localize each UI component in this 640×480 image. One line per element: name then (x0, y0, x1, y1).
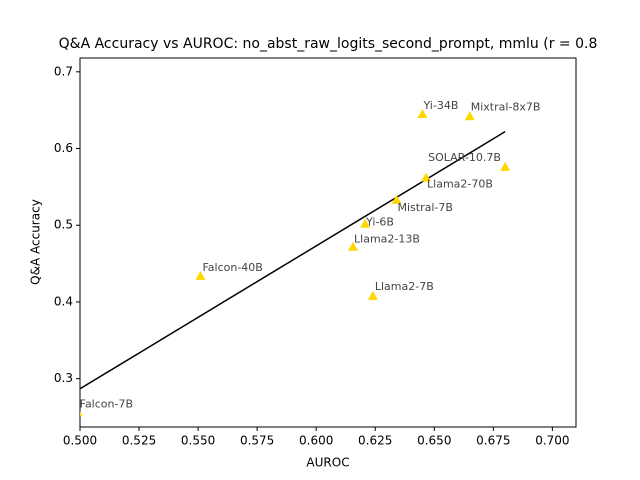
point (80, 411, 83, 417)
x-axis-label: AUROC (306, 456, 349, 470)
x-tick-label: 0.500 (63, 434, 97, 448)
point-label: Mixtral-8x7B (471, 100, 541, 113)
y-tick-label: 0.6 (54, 141, 73, 155)
x-tick-label: 0.525 (122, 434, 156, 448)
y-tick-label: 0.5 (54, 218, 73, 232)
point-label: Yi-34B (422, 99, 458, 112)
point (500, 161, 511, 171)
point-label: Mistral-7B (397, 201, 452, 214)
x-tick-label: 0.700 (535, 434, 569, 448)
point (367, 290, 378, 300)
y-tick-label: 0.3 (54, 371, 73, 385)
x-tick-label: 0.675 (476, 434, 510, 448)
y-tick-label: 0.7 (54, 64, 73, 78)
x-tick-label: 0.650 (417, 434, 451, 448)
point (464, 111, 475, 121)
point (360, 218, 371, 228)
point (348, 241, 359, 251)
point-label: Llama2-13B (354, 233, 420, 246)
point (417, 109, 428, 119)
point (195, 270, 206, 280)
fit-line (80, 131, 506, 390)
point-label: Llama2-70B (427, 178, 493, 191)
plot-frame (79, 57, 577, 428)
point-label: Llama2-7B (375, 280, 434, 293)
point-label: Falcon-40B (202, 261, 262, 274)
x-tick-label: 0.600 (299, 434, 333, 448)
y-tick-label: 0.4 (54, 294, 73, 308)
point-label: SOLAR-10.7B (428, 151, 501, 164)
point-label: Yi-6B (365, 216, 394, 229)
y-axis-label: Q&A Accuracy (29, 199, 43, 285)
x-tick-label: 0.550 (181, 434, 215, 448)
x-tick-label: 0.575 (240, 434, 274, 448)
x-tick-label: 0.625 (358, 434, 392, 448)
point (391, 194, 402, 204)
point-label: Falcon-7B (80, 397, 133, 410)
chart-title: Q&A Accuracy vs AUROC: no_abst_raw_logit… (59, 36, 598, 52)
point (421, 172, 432, 182)
